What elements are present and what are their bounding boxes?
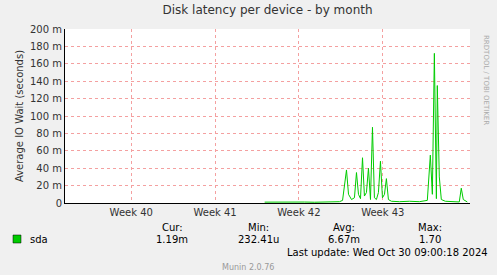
svg-text:120 m: 120 m — [30, 93, 62, 104]
svg-text:140 m: 140 m — [30, 76, 62, 87]
svg-text:Min:: Min: — [248, 222, 269, 233]
svg-text:Week 42: Week 42 — [277, 207, 320, 218]
svg-text:Max:: Max: — [418, 222, 442, 233]
svg-text:6.67m: 6.67m — [328, 234, 360, 245]
svg-text:20 m: 20 m — [36, 180, 62, 191]
svg-text:1.19m: 1.19m — [156, 234, 188, 245]
svg-text:sda: sda — [30, 234, 48, 245]
svg-text:Cur:: Cur: — [162, 222, 183, 233]
svg-text:1.70: 1.70 — [419, 234, 441, 245]
svg-text:40 m: 40 m — [36, 163, 62, 174]
svg-text:180 m: 180 m — [30, 41, 62, 52]
svg-text:Disk latency per device - by m: Disk latency per device - by month — [162, 3, 372, 17]
svg-text:0: 0 — [56, 198, 62, 209]
svg-text:80 m: 80 m — [36, 128, 62, 139]
svg-text:Week 40: Week 40 — [110, 207, 153, 218]
svg-text:Last update: Wed Oct 30 09:00:: Last update: Wed Oct 30 09:00:18 2024 — [287, 247, 488, 258]
svg-text:Munin 2.0.76: Munin 2.0.76 — [222, 263, 274, 272]
svg-text:Average IO Wait (seconds): Average IO Wait (seconds) — [14, 50, 25, 182]
svg-text:Week 41: Week 41 — [193, 207, 236, 218]
svg-text:RRDTOOL / TOBI OETIKER: RRDTOOL / TOBI OETIKER — [482, 35, 490, 125]
svg-text:Week 43: Week 43 — [361, 207, 404, 218]
svg-text:200 m: 200 m — [30, 24, 62, 35]
svg-text:100 m: 100 m — [30, 111, 62, 122]
svg-text:160 m: 160 m — [30, 58, 62, 69]
svg-text:Avg:: Avg: — [333, 222, 355, 233]
svg-text:60 m: 60 m — [36, 145, 62, 156]
svg-text:232.41u: 232.41u — [238, 234, 279, 245]
